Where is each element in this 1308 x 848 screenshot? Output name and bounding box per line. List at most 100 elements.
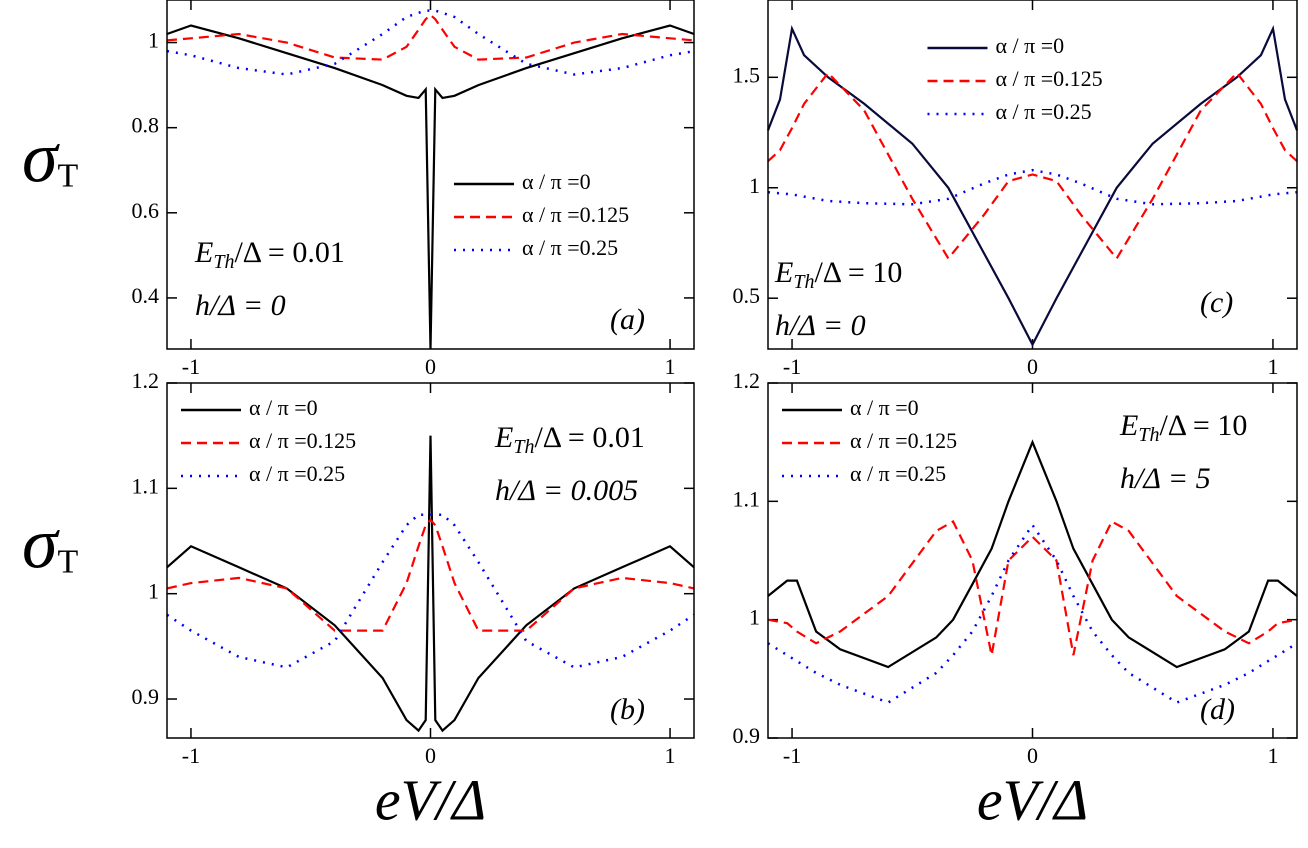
annotation-sub: Th bbox=[213, 251, 234, 273]
x-tick-label: 1 bbox=[1267, 354, 1278, 379]
y-tick-label: 1.5 bbox=[733, 62, 761, 87]
legend-label: α / π =0.125 bbox=[996, 66, 1103, 91]
annotation-sub: Th bbox=[513, 436, 534, 458]
legend-label: α / π =0.25 bbox=[522, 235, 618, 260]
annotation: ETh/Δ = 10 bbox=[774, 256, 902, 293]
y-axis-symbol: σ bbox=[22, 117, 60, 197]
legend-label: α / π =0 bbox=[996, 33, 1065, 58]
y-axis-sub: T bbox=[58, 157, 79, 194]
x-tick-label: -1 bbox=[182, 354, 200, 379]
annotation-text: E bbox=[194, 236, 213, 269]
annotation-rest: /Δ = 0.01 bbox=[534, 421, 644, 454]
y-tick-label: 1 bbox=[148, 28, 159, 53]
annotation-rest: /Δ = 0.01 bbox=[234, 236, 344, 269]
annotation-text: h/Δ = 0.005 bbox=[495, 474, 638, 507]
annotation: (c) bbox=[1200, 286, 1233, 319]
y-tick-label: 1.1 bbox=[132, 473, 160, 498]
panel: -1 0 1 0.5 1 1.5 α / π =0 α / π =0.125 α / π =0.… bbox=[733, 0, 1299, 379]
y-tick-label: 1.2 bbox=[733, 368, 761, 393]
y-tick-label: 1.2 bbox=[132, 368, 160, 393]
annotation: ETh/Δ = 0.01 bbox=[194, 236, 345, 273]
annotation-text: h/Δ = 0 bbox=[195, 289, 286, 322]
annotation-text: h/Δ = 5 bbox=[1120, 462, 1211, 495]
y-axis-label: σT bbox=[22, 503, 79, 583]
annotation: (a) bbox=[610, 303, 645, 336]
y-tick-label: 0.8 bbox=[132, 113, 160, 138]
series-line bbox=[767, 519, 1298, 656]
y-tick-label: 1.1 bbox=[733, 486, 761, 511]
annotation: (d) bbox=[1200, 693, 1235, 726]
annotation-rest: /Δ = 10 bbox=[1159, 409, 1247, 442]
legend: α / π =0 α / π =0.125 α / π =0.25 bbox=[454, 169, 629, 260]
x-tick-label: 0 bbox=[425, 743, 436, 768]
x-tick-label: -1 bbox=[783, 354, 801, 379]
legend-label: α / π =0 bbox=[850, 395, 919, 420]
legend-label: α / π =0.25 bbox=[850, 461, 946, 486]
annotation-text: h/Δ = 0 bbox=[775, 309, 866, 342]
series-line bbox=[166, 513, 695, 669]
legend: α / π =0 α / π =0.125 α / π =0.25 bbox=[181, 395, 356, 486]
y-tick-label: 0.9 bbox=[733, 723, 761, 748]
annotation: (b) bbox=[610, 693, 645, 726]
legend-label: α / π =0.125 bbox=[850, 428, 957, 453]
y-tick-label: 0.6 bbox=[132, 198, 160, 223]
legend-label: α / π =0 bbox=[522, 169, 591, 194]
series-line bbox=[767, 439, 1298, 669]
x-axis-label: eV/Δ bbox=[977, 767, 1088, 832]
y-tick-label: 0.5 bbox=[733, 283, 761, 308]
plot-frame bbox=[166, 0, 695, 350]
series-line bbox=[166, 13, 695, 61]
legend-label: α / π =0.25 bbox=[249, 461, 345, 486]
y-tick-label: 1 bbox=[148, 579, 159, 604]
series-line bbox=[166, 9, 695, 76]
y-tick-label: 1 bbox=[749, 173, 760, 198]
x-tick-label: 0 bbox=[1027, 743, 1038, 768]
annotation: ETh/Δ = 0.01 bbox=[494, 421, 645, 458]
y-axis-symbol: σ bbox=[22, 503, 60, 583]
annotation-text: (a) bbox=[610, 303, 645, 336]
x-tick-label: 0 bbox=[425, 354, 436, 379]
series-line bbox=[767, 71, 1298, 261]
annotation-text: E bbox=[494, 421, 513, 454]
x-tick-label: 0 bbox=[1027, 354, 1038, 379]
plot-frame bbox=[767, 0, 1298, 350]
legend-label: α / π =0.25 bbox=[996, 99, 1092, 124]
legend-label: α / π =0 bbox=[249, 395, 318, 420]
annotation-sub: Th bbox=[1138, 424, 1159, 446]
annotation-text: (b) bbox=[610, 693, 645, 726]
y-axis-sub: T bbox=[58, 543, 79, 580]
x-tick-label: 1 bbox=[1267, 743, 1278, 768]
plot-frame bbox=[767, 382, 1298, 739]
x-tick-label: -1 bbox=[182, 743, 200, 768]
x-tick-label: 1 bbox=[665, 354, 676, 379]
annotation-text: (c) bbox=[1200, 286, 1233, 319]
annotation-rest: /Δ = 10 bbox=[814, 256, 902, 289]
y-axis-label: σT bbox=[22, 117, 79, 197]
y-tick-label: 0.4 bbox=[132, 283, 160, 308]
series-line bbox=[767, 168, 1298, 206]
annotation-sub: Th bbox=[793, 271, 814, 293]
annotation-text: (d) bbox=[1200, 693, 1235, 726]
annotation: h/Δ = 0 bbox=[775, 309, 866, 342]
x-tick-label: -1 bbox=[783, 743, 801, 768]
y-tick-label: 1 bbox=[749, 605, 760, 630]
x-tick-label: 1 bbox=[665, 743, 676, 768]
annotation: h/Δ = 0 bbox=[195, 289, 286, 322]
annotation: ETh/Δ = 10 bbox=[1119, 409, 1247, 446]
annotation-text: E bbox=[1119, 409, 1138, 442]
series-line bbox=[767, 522, 1298, 704]
annotation: h/Δ = 0.005 bbox=[495, 474, 638, 507]
x-axis-label: eV/Δ bbox=[375, 767, 486, 832]
legend-label: α / π =0.125 bbox=[249, 428, 356, 453]
annotation-text: E bbox=[774, 256, 793, 289]
legend: α / π =0 α / π =0.125 α / π =0.25 bbox=[927, 33, 1103, 124]
series-line bbox=[166, 518, 695, 632]
series-line bbox=[766, 24, 1299, 347]
annotation: h/Δ = 5 bbox=[1120, 462, 1211, 495]
y-tick-label: 0.9 bbox=[132, 684, 160, 709]
legend: α / π =0 α / π =0.125 α / π =0.25 bbox=[782, 395, 957, 486]
